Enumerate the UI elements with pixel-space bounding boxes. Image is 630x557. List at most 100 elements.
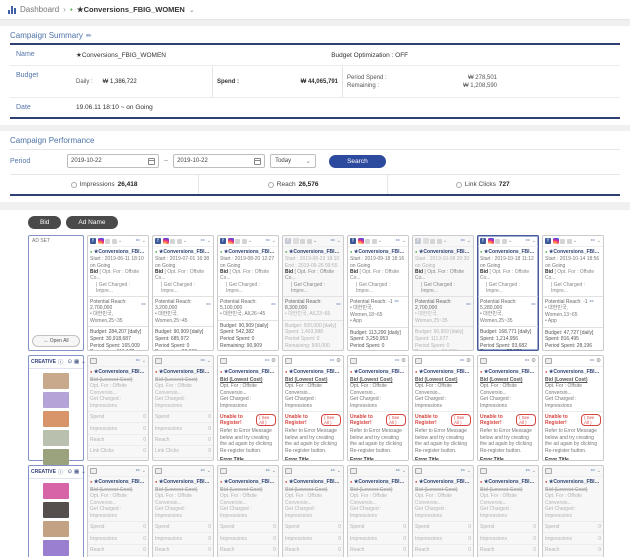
chevron-down-icon[interactable]: ⌄ (188, 6, 195, 14)
expand-icon[interactable]: ⊙ (67, 469, 73, 475)
chevron-down-icon[interactable]: ⌄ (206, 468, 211, 474)
edit-icon[interactable]: ✏ (395, 238, 401, 244)
chevron-down-icon[interactable]: ⌄ (313, 238, 318, 244)
edit-icon[interactable]: ✏ (590, 238, 596, 244)
date-from-input[interactable]: 2019-10-22 (67, 154, 159, 168)
see-all-link[interactable]: ( See All ) (451, 414, 471, 426)
calendar-icon[interactable] (254, 157, 262, 165)
gear-icon[interactable]: ⚙ (401, 358, 406, 364)
edit-icon[interactable]: ✏ (265, 468, 271, 474)
chevron-down-icon[interactable]: ⌄ (443, 238, 448, 244)
edit-icon[interactable]: ✏ (330, 238, 336, 244)
breadcrumb-dashboard[interactable]: Dashboard (20, 5, 60, 14)
edit-icon[interactable]: ✏ (531, 302, 536, 308)
edit-icon[interactable]: ✏ (460, 238, 466, 244)
ad-card[interactable]: ✏ ⌄ ● ★Conversions_FBIG_WOMEN Bid (Lowes… (477, 465, 539, 557)
creative-thumbnail[interactable] (43, 430, 69, 446)
metric-reach[interactable]: Reach 26,576 (199, 175, 389, 194)
see-all-link[interactable]: ( See All ) (516, 414, 536, 426)
edit-icon[interactable]: ✏ (135, 358, 141, 364)
metric-impressions[interactable]: Impressions 26,418 (10, 175, 200, 194)
chevron-down-icon[interactable]: ⌄ (271, 238, 276, 244)
adset-card[interactable]: f ⌄ ✏ ⌄ ● ★Conversions_FBIG_WOMEN Start … (347, 235, 409, 351)
chevron-down-icon[interactable]: ⌄ (206, 238, 211, 244)
edit-icon[interactable]: ✏ (200, 468, 206, 474)
creative-thumbnail[interactable] (43, 540, 69, 556)
edit-icon[interactable]: ✏ (330, 468, 336, 474)
ad-name-button[interactable]: Ad Name (66, 216, 118, 229)
adset-card[interactable]: f ⌄ ✏ ⌄ ● ★Conversions_FBIG_WOMEN Start … (412, 235, 474, 351)
see-all-link[interactable]: ( See All ) (581, 414, 601, 426)
chevron-down-icon[interactable]: ⌄ (401, 238, 406, 244)
ad-card-error[interactable]: ✏ ⚙ ● ★Conversions_FBIG_WOMEN Bid (Lowes… (477, 355, 539, 461)
metric-link-clicks[interactable]: Link Clicks 727 (388, 175, 577, 194)
edit-icon[interactable]: ✏ (524, 358, 530, 364)
see-all-link[interactable]: ( See All ) (386, 414, 406, 426)
edit-icon[interactable]: ✏ (336, 302, 341, 308)
chevron-down-icon[interactable]: ⌄ (336, 238, 341, 244)
creative-thumbnail[interactable] (43, 411, 69, 427)
chevron-down-icon[interactable]: ⌄ (401, 468, 406, 474)
edit-icon[interactable]: ✏ (206, 302, 211, 308)
edit-icon[interactable]: ✏ (85, 32, 92, 40)
ad-card[interactable]: ✏ ⌄ ● ★Conversions_FBIG_WOMEN Bid (Lowes… (542, 465, 604, 557)
chevron-down-icon[interactable]: ⌄ (248, 238, 253, 244)
chevron-down-icon[interactable]: ⌄ (81, 469, 86, 475)
chevron-down-icon[interactable]: ⌄ (141, 238, 146, 244)
chevron-down-icon[interactable]: ⌄ (508, 238, 513, 244)
range-select[interactable]: Today ⌄ (270, 154, 317, 168)
calendar-icon[interactable] (148, 157, 155, 165)
edit-icon[interactable]: ✏ (590, 468, 596, 474)
bid-button[interactable]: Bid (28, 216, 62, 229)
edit-icon[interactable]: ✏ (466, 302, 471, 308)
ad-card[interactable]: ✏ ⌄ ● ★Conversions_FBIG_WOMEN Bid (Lowes… (152, 465, 214, 557)
ad-card-error[interactable]: ✏ ⚙ ● ★Conversions_FBIG_WOMEN Bid (Lowes… (347, 355, 409, 461)
creative-thumbnail[interactable] (43, 392, 69, 408)
radio-icon[interactable] (267, 181, 274, 188)
ad-card[interactable]: ✏ ⌄ ● ★Conversions_FBIG_WOMEN Bid (Lowes… (217, 465, 279, 557)
ad-card[interactable]: ✏ ⌄ ● ★Conversions_FBIG_WOMEN Bid (Lowes… (87, 465, 149, 557)
edit-icon[interactable]: ✏ (200, 238, 206, 244)
grid-icon[interactable]: ▦ (74, 469, 80, 475)
ad-card-error[interactable]: ✏ ⚙ ● ★Conversions_FBIG_WOMEN Bid (Lowes… (542, 355, 604, 461)
ad-card[interactable]: ✏ ⌄ ● ★Conversions_FBIG_WOMEN Bid (Lowes… (412, 465, 474, 557)
chevron-down-icon[interactable]: ⌄ (531, 238, 536, 244)
ad-card[interactable]: ✏ ⌄ ● ★Conversions_FBIG_WOMEN Bid (Lowes… (87, 355, 149, 461)
adset-card[interactable]: f ⌄ ✏ ⌄ ● ★Conversions_FBIG_WOMEN Start … (477, 235, 539, 351)
breadcrumb-campaign[interactable]: ★Conversions_FBIG_WOMEN (76, 5, 185, 14)
edit-icon[interactable]: ✏ (135, 238, 141, 244)
adset-card[interactable]: f ⌄ ✏ ⌄ ● ★Conversions_FBIG_WOMEN Start … (217, 235, 279, 351)
ad-card[interactable]: ✏ ⌄ ● ★Conversions_FBIG_WOMEN Bid (Lowes… (282, 465, 344, 557)
edit-icon[interactable]: ✏ (589, 358, 595, 364)
chevron-down-icon[interactable]: ⌄ (271, 468, 276, 474)
creative-thumbnail[interactable] (43, 449, 69, 465)
ad-card[interactable]: ✏ ⌄ ● ★Conversions_FBIG_WOMEN Bid (Lowes… (152, 355, 214, 461)
grid-icon[interactable]: ▦ (74, 359, 80, 365)
edit-icon[interactable]: ✏ (395, 468, 401, 474)
radio-icon[interactable] (455, 181, 462, 188)
adset-card[interactable]: f ⌄ ✏ ⌄ ● ★Conversions_FBIG_WOMEN Start … (542, 235, 604, 351)
see-all-link[interactable]: ( See All ) (321, 414, 341, 426)
edit-icon[interactable]: ✏ (525, 238, 531, 244)
chevron-down-icon[interactable]: ⌄ (81, 359, 86, 365)
chevron-down-icon[interactable]: ⌄ (573, 238, 578, 244)
chevron-down-icon[interactable]: ⌄ (183, 238, 188, 244)
edit-icon[interactable]: ✏ (394, 299, 400, 305)
creative-thumbnail[interactable] (43, 502, 69, 518)
creative-thumbnail[interactable] (43, 483, 69, 499)
adset-card[interactable]: f ⌄ ✏ ⌄ ● ★Conversions_FBIG_WOMEN Start … (282, 235, 344, 351)
chevron-down-icon[interactable]: ⌄ (141, 468, 146, 474)
edit-icon[interactable]: ✏ (271, 302, 276, 308)
edit-icon[interactable]: ✏ (589, 299, 595, 305)
date-to-input[interactable]: 2019-10-22 (173, 154, 266, 168)
ad-card-error[interactable]: ✏ ⚙ ● ★Conversions_FBIG_WOMEN Bid (Lowes… (217, 355, 279, 461)
chevron-down-icon[interactable]: ⌄ (596, 468, 601, 474)
info-icon[interactable]: ⓘ (57, 470, 64, 476)
chevron-down-icon[interactable]: ⌄ (118, 238, 123, 244)
edit-icon[interactable]: ✏ (265, 238, 271, 244)
creative-thumbnail[interactable] (43, 521, 69, 537)
ad-card-error[interactable]: ✏ ⚙ ● ★Conversions_FBIG_WOMEN Bid (Lowes… (412, 355, 474, 461)
creative-thumbnail[interactable] (43, 373, 69, 389)
edit-icon[interactable]: ✏ (264, 358, 270, 364)
edit-icon[interactable]: ✏ (459, 358, 465, 364)
